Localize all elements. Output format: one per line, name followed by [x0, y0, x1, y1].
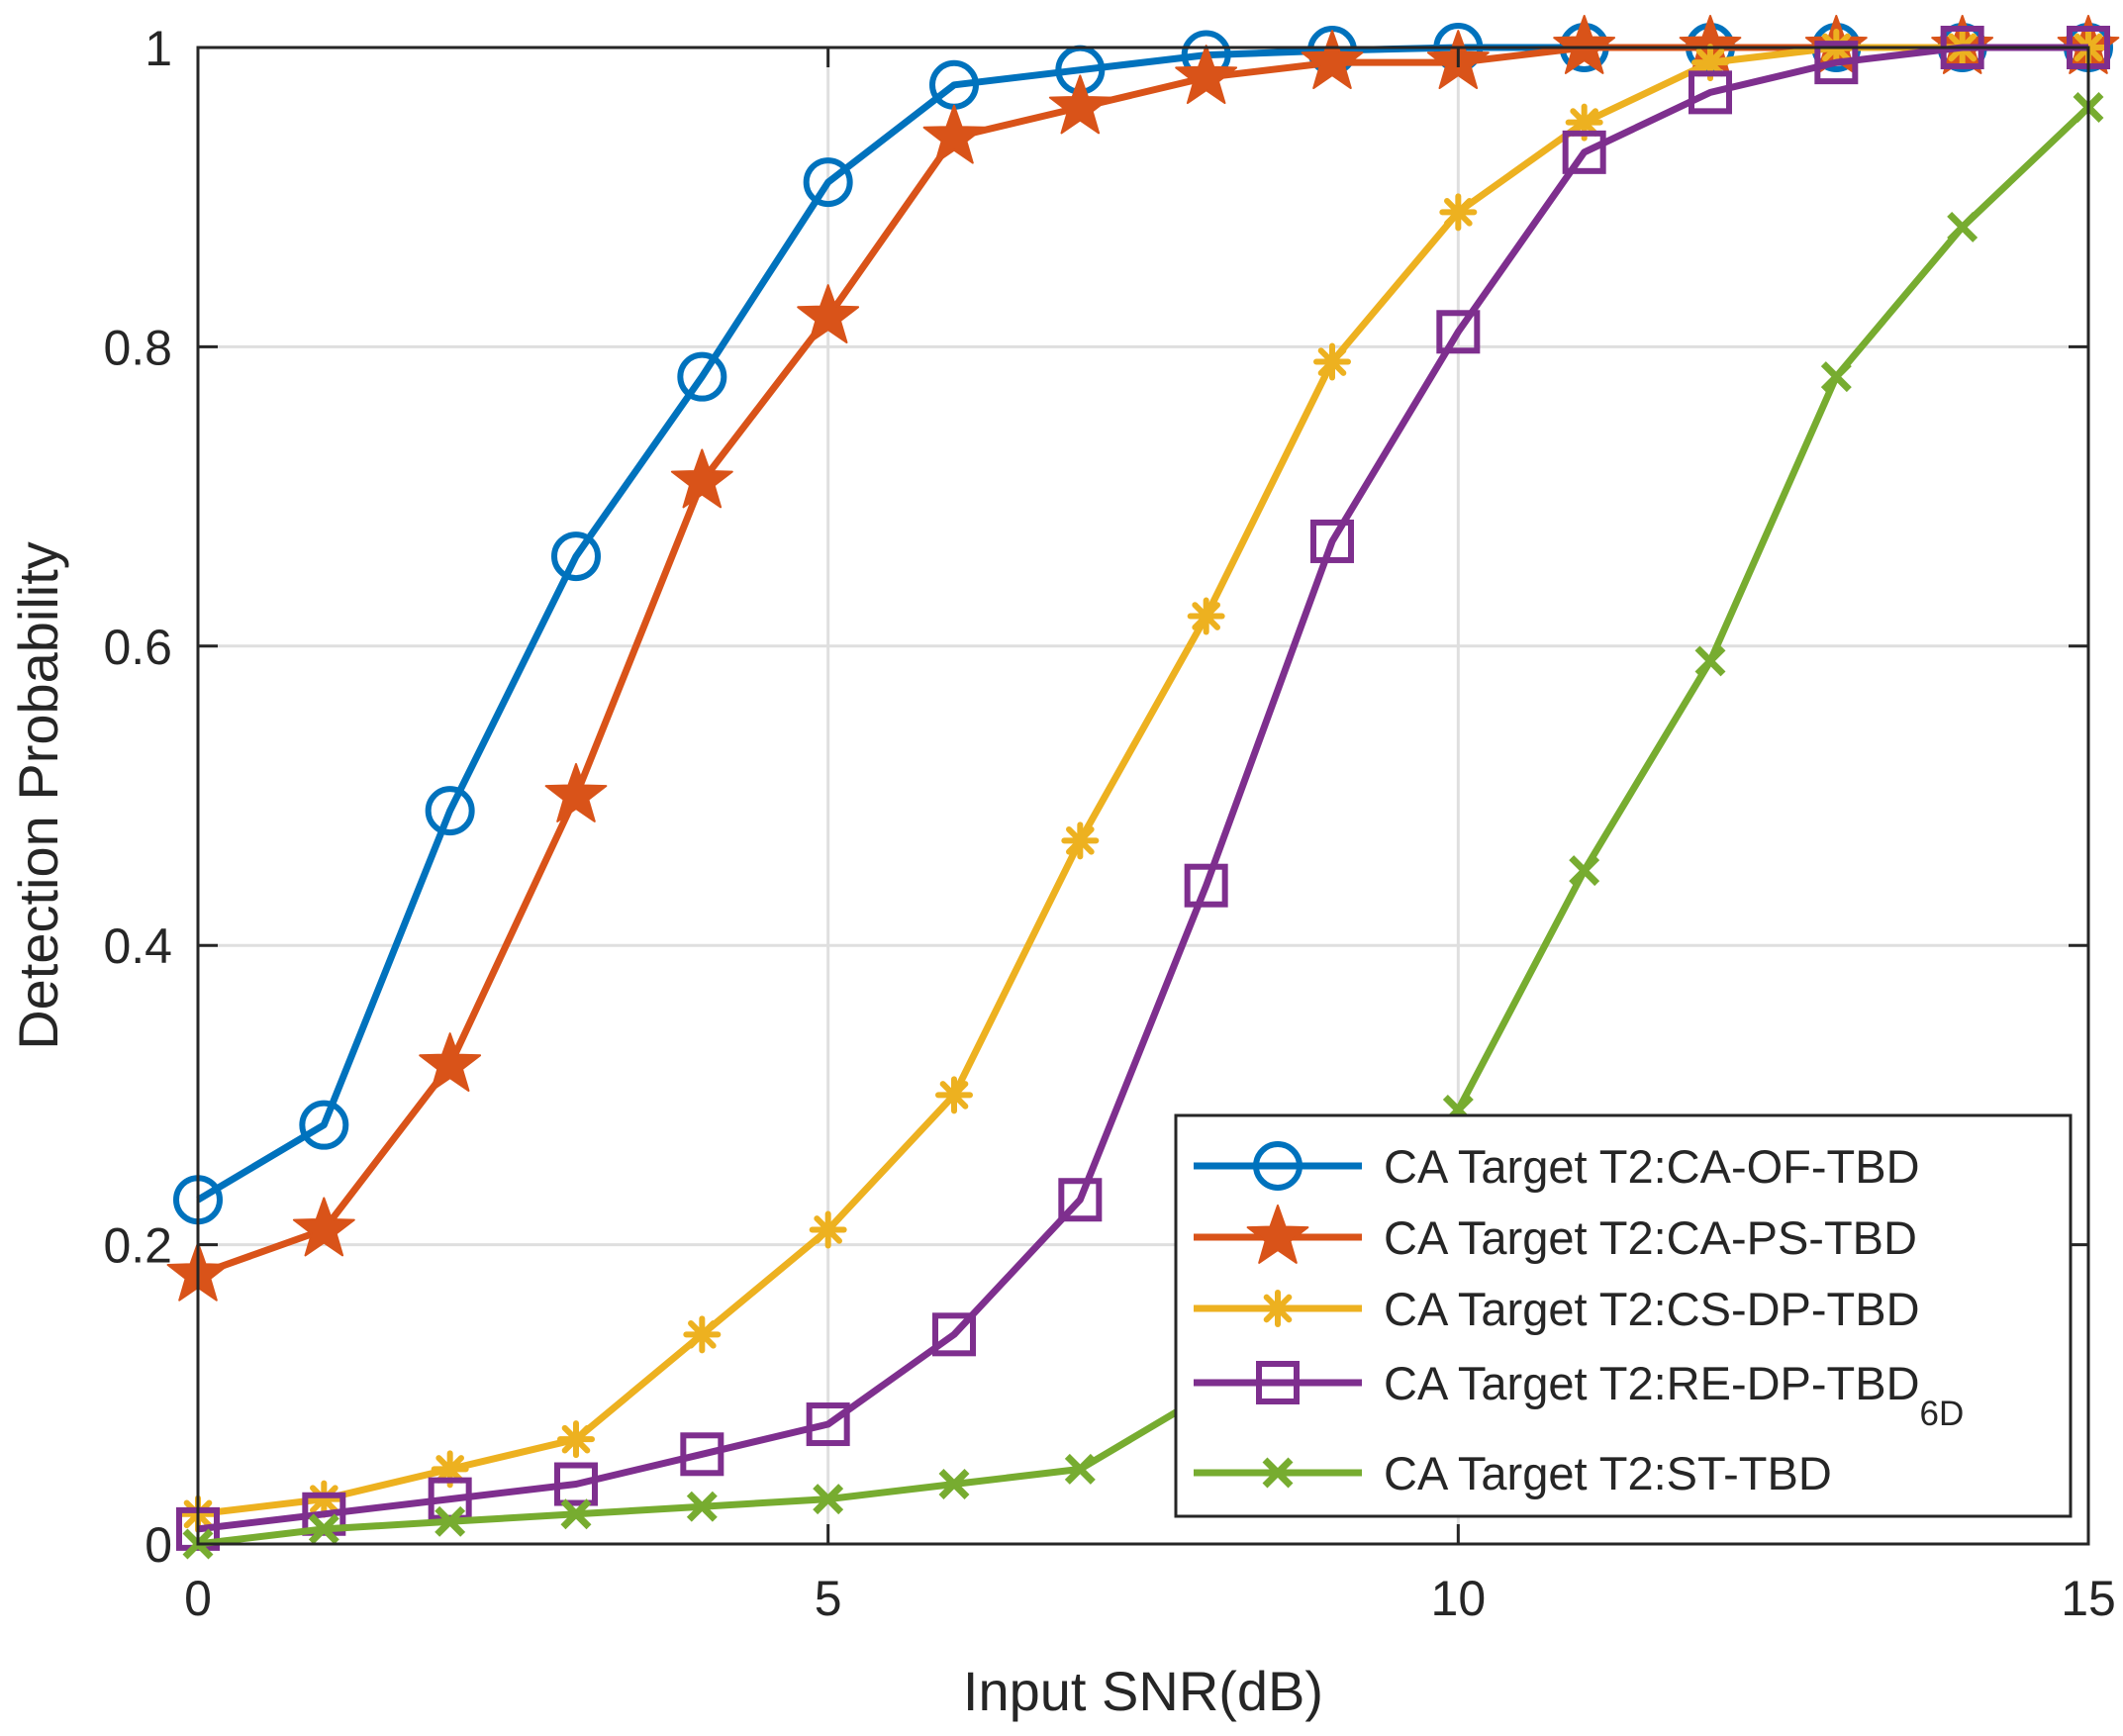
data-point — [1439, 193, 1478, 232]
data-point — [1436, 310, 1481, 354]
y-tick-label: 0.6 — [103, 620, 172, 675]
y-axis-label: Detection Probability — [7, 541, 69, 1050]
data-point — [551, 531, 601, 582]
legend-box — [1174, 1113, 2073, 1518]
y-tick-label: 0.8 — [103, 320, 172, 375]
x-tick-label: 15 — [2061, 1571, 2116, 1626]
legend: CA Target T2:CA-OF-TBD CA Target T2:CA-PS… — [1174, 1113, 2073, 1518]
y-tick-label: 1 — [145, 21, 172, 76]
data-point — [1048, 74, 1111, 135]
data-point — [544, 763, 608, 822]
data-point — [1820, 361, 1852, 393]
series-line — [197, 104, 2091, 1548]
legend-item: CA Target T2:CS-DP-TBD — [1194, 1283, 1920, 1335]
series-line — [197, 44, 2088, 1533]
series-4 — [182, 92, 2104, 1560]
data-point — [806, 1402, 850, 1447]
legend-item: CA Target T2:CA-PS-TBD — [1194, 1205, 1917, 1264]
data-point — [1313, 342, 1351, 381]
data-point — [803, 157, 853, 208]
legend-label: CA Target T2:CS-DP-TBD — [1384, 1283, 1920, 1335]
data-point — [1562, 130, 1606, 174]
data-point — [677, 351, 727, 402]
data-point — [557, 1420, 595, 1459]
data-point — [434, 1505, 466, 1537]
x-tick-label: 0 — [184, 1571, 212, 1626]
data-point — [1175, 45, 1238, 105]
data-point — [1947, 211, 1978, 242]
legend-item: CA Target T2:RE-DP-TBD6D — [1194, 1357, 1964, 1433]
data-point — [797, 284, 860, 343]
data-point — [1310, 519, 1354, 563]
data-point — [1184, 863, 1228, 908]
data-point — [1064, 1453, 1096, 1485]
data-point — [1187, 597, 1225, 635]
data-point — [1569, 855, 1600, 887]
data-point — [1253, 1141, 1303, 1191]
data-point — [1694, 645, 1726, 677]
data-point — [1246, 1205, 1309, 1264]
data-point — [1262, 1457, 1294, 1489]
legend-label: CA Target T2:CA-OF-TBD — [1384, 1140, 1920, 1193]
axis-ticks: 0 5 10 15 0 0.2 0.4 0.6 0.8 1 — [103, 21, 2115, 1626]
y-tick-label: 0.4 — [103, 918, 172, 974]
data-point — [809, 1210, 847, 1249]
data-point — [938, 1469, 970, 1499]
legend-label-main: CA Target T2:CA-OF-TBD — [1384, 1140, 1920, 1193]
legend-item: CA Target T2:CA-OF-TBD — [1194, 1140, 1920, 1193]
data-point — [431, 1450, 469, 1489]
data-point — [670, 448, 733, 509]
data-point — [813, 1484, 844, 1515]
legend-label: CA Target T2:ST-TBD — [1384, 1447, 1832, 1499]
data-point — [1689, 70, 1732, 115]
legend-label: CA Target T2:RE-DP-TBD6D — [1384, 1357, 1964, 1433]
legend-item: CA Target T2:ST-TBD — [1194, 1447, 1832, 1499]
data-point — [299, 1100, 349, 1150]
data-point — [425, 786, 475, 836]
legend-label-main: CA Target T2:ST-TBD — [1384, 1447, 1832, 1499]
data-point — [308, 1513, 339, 1545]
data-point — [680, 1432, 724, 1477]
data-point — [1814, 41, 1859, 85]
data-point — [419, 1032, 482, 1092]
data-point — [1061, 821, 1100, 860]
data-point — [1256, 1361, 1300, 1404]
y-tick-label: 0 — [145, 1517, 172, 1573]
legend-label-main: CA Target T2:CS-DP-TBD — [1384, 1283, 1920, 1335]
x-tick-label: 10 — [1431, 1571, 1487, 1626]
series-line — [197, 44, 2088, 1518]
legend-label-main: CA Target T2:RE-DP-TBD — [1384, 1357, 1920, 1409]
data-point — [1259, 1290, 1297, 1327]
data-point — [560, 1498, 592, 1530]
legend-label-subscript: 6D — [1920, 1395, 1965, 1433]
data-point — [1553, 15, 1616, 74]
data-point — [935, 1076, 973, 1114]
data-point — [932, 1312, 976, 1357]
x-tick-label: 5 — [815, 1571, 842, 1626]
legend-label-main: CA Target T2:CA-PS-TBD — [1384, 1211, 1917, 1264]
data-point — [686, 1491, 718, 1522]
x-axis-label: Input SNR(dB) — [963, 1660, 1323, 1722]
plot-frame — [196, 46, 2090, 1546]
data-point — [1058, 1178, 1103, 1222]
data-point — [554, 1462, 598, 1506]
data-point — [1301, 30, 1364, 89]
data-point — [922, 104, 986, 164]
legend-label: CA Target T2:CA-PS-TBD — [1384, 1211, 1917, 1264]
y-tick-label: 0.2 — [103, 1218, 172, 1274]
series-3 — [176, 26, 2110, 1551]
data-point — [292, 1197, 355, 1257]
data-point — [683, 1315, 722, 1354]
